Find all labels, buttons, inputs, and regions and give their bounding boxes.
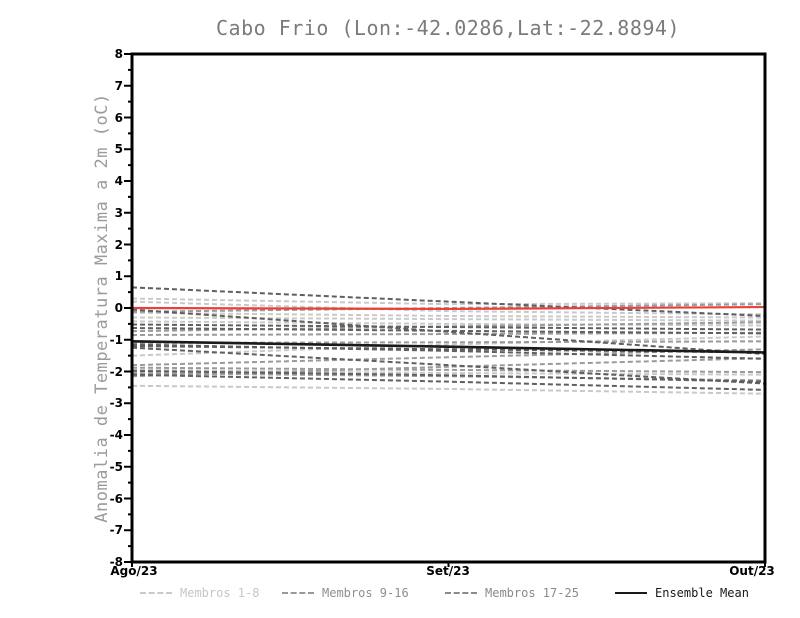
series-line-membro-25: [131, 343, 766, 360]
series-line-membro-12: [131, 348, 766, 367]
series-line-membro-19: [131, 323, 766, 331]
series-line-membro-24: [131, 373, 766, 391]
legend-line-sample-membros-1-8: [140, 592, 172, 594]
legend-line-sample-membros-17-25: [445, 592, 477, 594]
y-tick-label: 8: [114, 47, 123, 61]
y-tick-label: 6: [114, 110, 123, 125]
y-tick-label: -4: [109, 428, 123, 442]
series-line-membro-1: [131, 297, 766, 306]
series-line-membro-17: [131, 286, 766, 317]
legend-item-ensemble-mean: Ensemble Mean: [615, 586, 749, 600]
series-line-membro-7: [131, 368, 766, 376]
legend-label-membros-9-16: Membros 9-16: [322, 586, 409, 600]
plot-frame: [130, 52, 767, 564]
legend-item-membros-9-16: Membros 9-16: [282, 586, 409, 600]
y-tick-label: 0: [114, 301, 123, 315]
y-tick-label: -8: [109, 555, 123, 569]
y-tick-label: -1: [109, 332, 123, 347]
legend-label-ensemble-mean: Ensemble Mean: [655, 586, 749, 600]
legend-item-membros-17-25: Membros 17-25: [445, 586, 579, 600]
chart-title: Cabo Frio (Lon:-42.0286,Lat:-22.8894): [215, 16, 681, 40]
series-line-ensemble-mean: [131, 340, 766, 354]
series-line-membro-6: [131, 335, 766, 357]
y-tick-label: -7: [109, 523, 123, 538]
legend-label-membros-17-25: Membros 17-25: [485, 586, 579, 600]
series-line-membro-5: [131, 320, 766, 327]
legend-label-membros-1-8: Membros 1-8: [180, 586, 260, 600]
series-line-membro-3: [131, 311, 766, 319]
y-tick-label: -2: [109, 364, 123, 379]
series-line-membro-13: [131, 366, 766, 374]
legend-line-sample-membros-9-16: [282, 592, 314, 594]
legend-item-membros-1-8: Membros 1-8: [140, 586, 259, 600]
series-line-membro-8: [131, 384, 766, 395]
y-tick-label: -3: [109, 396, 123, 411]
x-tick-out23: Out/23: [729, 564, 775, 578]
series-line-membro-18: [131, 308, 766, 356]
y-tick-label: 3: [114, 205, 123, 220]
series-line-membro-2: [131, 300, 766, 316]
legend-line-sample-ensemble-mean: [615, 592, 647, 594]
series-line-membro-10: [131, 331, 766, 336]
series-line-membro-20: [131, 327, 766, 335]
y-tick-label: 2: [114, 237, 123, 252]
x-tick-ago23: Ago/23: [110, 564, 158, 578]
y-tick-label: 4: [114, 174, 123, 188]
series-line-membro-4: [131, 316, 766, 322]
series-line-referencia-zero: [131, 305, 766, 311]
y-tick-label: -5: [109, 459, 123, 474]
y-tick-label: 5: [114, 142, 123, 157]
y-tick-label: 1: [114, 269, 123, 284]
y-tick-label: -6: [109, 491, 123, 506]
x-tick-set23: Set/23: [426, 564, 470, 578]
series-line-membro-23: [131, 369, 766, 383]
y-tick-label: 7: [114, 78, 123, 93]
series-line-membro-22: [131, 346, 766, 385]
